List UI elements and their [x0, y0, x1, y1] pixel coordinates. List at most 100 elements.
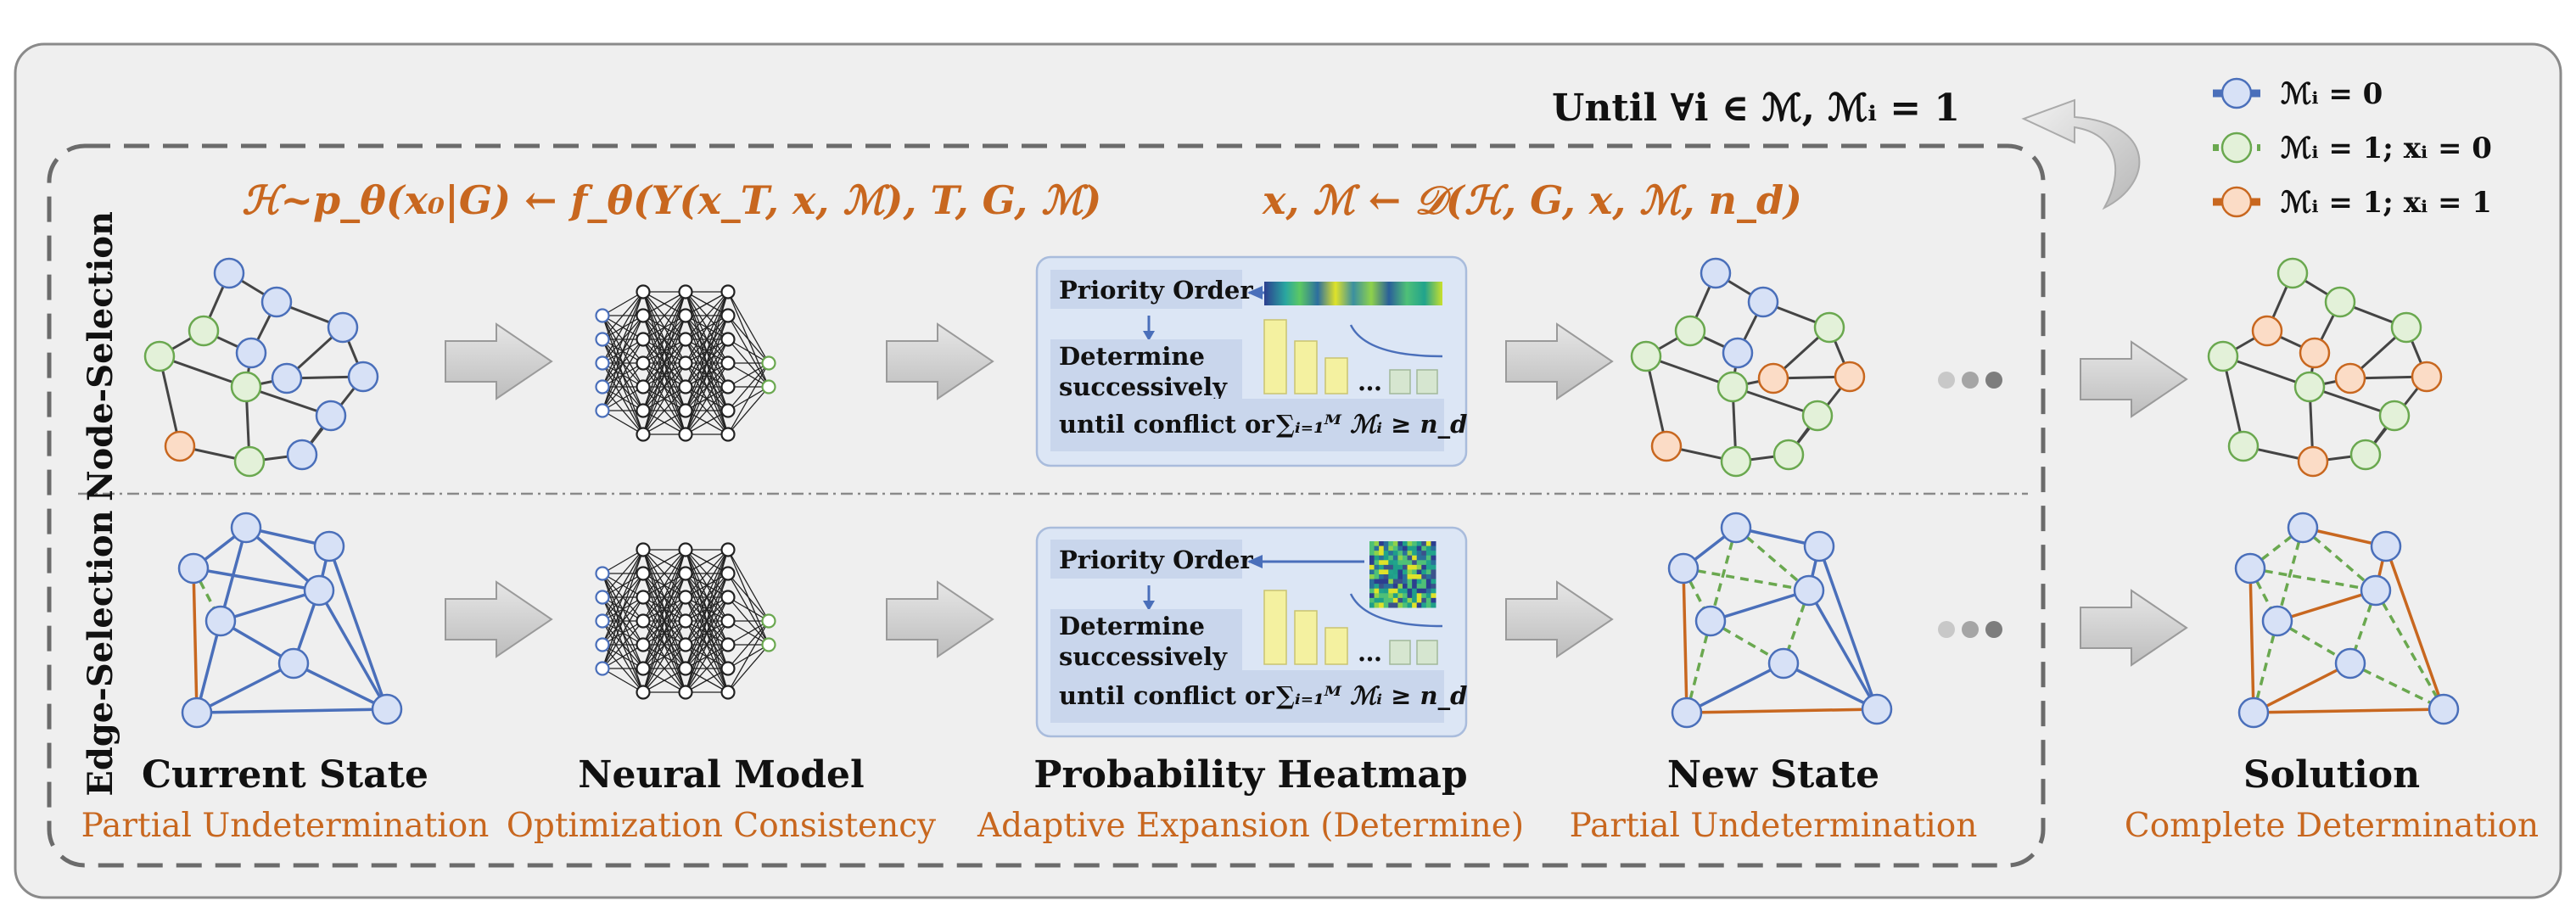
graph-node: [347, 361, 379, 393]
matrix-cell: [1379, 551, 1385, 557]
graph-edge: [1710, 589, 1810, 623]
matrix-cell: [1407, 545, 1413, 551]
continuation-dots-top: [1938, 372, 2002, 389]
matrix-cell: [1407, 588, 1413, 594]
heatmap-matrix: [1369, 541, 1436, 608]
legend-item-undetermined: ℳᵢ = 0: [2213, 77, 2383, 111]
nn-connection: [685, 362, 729, 435]
nn-connection: [602, 668, 644, 693]
matrix-cell: [1416, 551, 1422, 557]
ellipsis-bottom: …: [1358, 638, 1382, 667]
graph-edge: [244, 526, 321, 592]
nn-connection: [642, 291, 686, 388]
graph-node: [371, 693, 403, 725]
matrix-cell: [1403, 593, 1408, 599]
loop-label: Until ∀i ∈ ℳ, ℳᵢ = 1: [1552, 87, 1960, 130]
matrix-cell: [1383, 593, 1389, 599]
graph-node: [2360, 574, 2392, 607]
nn-connection: [685, 291, 729, 340]
matrix-cell: [1374, 545, 1380, 551]
nn-connection: [642, 668, 686, 693]
matrix-cell: [1374, 584, 1380, 590]
nn-connection: [642, 386, 686, 435]
graph-node: [271, 362, 303, 394]
matrix-cell: [1397, 574, 1403, 580]
matrix-cell: [1392, 569, 1398, 575]
nn-connection: [727, 291, 770, 364]
matrix-cell: [1383, 588, 1389, 594]
edge-graph-new: [1667, 512, 1893, 729]
ellipsis-top: …: [1358, 367, 1382, 396]
nn-neuron: [761, 379, 776, 394]
graph-node: [1772, 439, 1805, 471]
formula-decoder: x, ℳ ← 𝒟(ℋ, G, x, ℳ, n_d): [1262, 177, 1802, 223]
nn-connection: [727, 549, 770, 622]
matrix-cell: [1421, 588, 1427, 594]
nn-connection: [685, 644, 729, 693]
graph-node: [164, 430, 196, 462]
nn-connection: [642, 291, 686, 340]
nn-connection: [602, 410, 644, 435]
stage-subtitle-neural-model: Optimization Consistency: [507, 807, 936, 845]
matrix-cell: [1397, 593, 1403, 599]
nn-neuron: [636, 332, 651, 347]
matrix-cell: [1388, 584, 1394, 590]
matrix-cell: [1383, 569, 1389, 575]
arrow-to-solution-top: [2080, 340, 2188, 418]
matrix-cell: [1403, 560, 1408, 566]
nn-connection: [685, 620, 729, 693]
nn-neuron: [720, 332, 736, 347]
matrix-cell: [1374, 588, 1380, 594]
matrix-cell: [1388, 574, 1394, 580]
matrix-cell: [1412, 579, 1418, 585]
stage-title-heatmap: Probability Heatmap: [1033, 753, 1467, 797]
matrix-cell: [1383, 560, 1389, 566]
graph-node: [2324, 286, 2356, 318]
matrix-cell: [1383, 597, 1389, 603]
graph-edge: [192, 568, 199, 713]
matrix-cell: [1412, 569, 1418, 575]
matrix-cell: [1403, 588, 1408, 594]
nn-neuron: [678, 332, 693, 347]
matrix-cell: [1397, 602, 1403, 608]
matrix-cell: [1425, 602, 1431, 608]
graph-node: [2378, 400, 2411, 432]
neural-network-bottom: [595, 542, 776, 700]
matrix-cell: [1416, 593, 1422, 599]
block-arrows: [445, 322, 2188, 667]
matrix-cell: [1412, 555, 1418, 561]
matrix-cell: [1407, 602, 1413, 608]
graph-node: [1700, 257, 1732, 289]
nn-connection: [642, 291, 686, 316]
matrix-cell: [1388, 569, 1394, 575]
matrix-cell: [1379, 569, 1385, 575]
matrix-cell: [1416, 579, 1422, 585]
matrix-cell: [1425, 574, 1431, 580]
matrix-cell: [1374, 569, 1380, 575]
matrix-cell: [1369, 564, 1375, 570]
successively-label: successively: [1059, 372, 1228, 401]
matrix-cell: [1397, 560, 1403, 566]
matrix-cell: [1392, 564, 1398, 570]
nn-connection: [642, 291, 686, 411]
graph-node: [2428, 693, 2460, 725]
graph-node: [1757, 362, 1789, 394]
matrix-cell: [1421, 574, 1427, 580]
matrix-cell: [1379, 560, 1385, 566]
nn-connection: [685, 549, 729, 622]
matrix-cell: [1421, 579, 1427, 585]
nn-neuron: [636, 590, 651, 605]
matrix-cell: [1392, 584, 1398, 590]
stage-subtitle-current-state: Partial Undetermination: [81, 807, 490, 845]
graph-edge: [1709, 527, 1738, 622]
graph-node: [188, 315, 220, 347]
matrix-cell: [1403, 574, 1408, 580]
matrix-cell: [1412, 584, 1418, 590]
nn-neuron: [720, 284, 736, 299]
matrix-cell: [1416, 555, 1422, 561]
graph-node: [1716, 371, 1749, 403]
matrix-cell: [1412, 541, 1418, 547]
arrow-heatmap-to-state-bottom: [1505, 580, 1614, 658]
graph-node: [327, 311, 359, 344]
graph-edge: [196, 662, 294, 714]
